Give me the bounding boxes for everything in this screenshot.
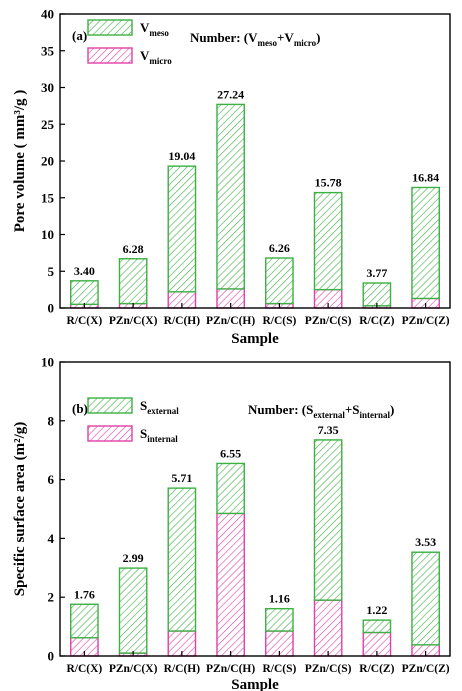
- legend-swatch-external: [87, 397, 133, 414]
- y-tick-label-5: 25: [41, 117, 55, 132]
- x-tick-label-5: PZn/C(S): [305, 663, 352, 675]
- bar-meso-1: [118, 258, 148, 305]
- x-tick-label-1: PZn/C(X): [109, 663, 158, 675]
- data-label-2: 19.04: [168, 149, 195, 163]
- legend-label-meso: Vmeso: [140, 20, 169, 38]
- panel-tag: (a): [72, 28, 87, 43]
- x-tick-label-3: PZn/C(H): [206, 315, 255, 327]
- data-label-0: 3.40: [74, 264, 95, 278]
- bar-meso-5: [313, 191, 343, 291]
- y-tick-label-8: 40: [41, 7, 54, 22]
- data-label-3: 27.24: [217, 87, 244, 101]
- y-tick-label-6: 30: [41, 80, 54, 95]
- data-label-7: 16.84: [412, 170, 439, 184]
- y-tick-label-2: 4: [48, 531, 55, 546]
- y-tick-label-0: 0: [48, 301, 55, 316]
- data-label-2: 5.71: [171, 471, 192, 485]
- legend-swatch-meso: [87, 19, 133, 36]
- y-tick-label-4: 20: [41, 154, 54, 169]
- x-tick-label-3: PZn/C(H): [206, 663, 255, 675]
- legend-swatch-micro: [87, 47, 133, 64]
- bar-external-6: [362, 619, 392, 634]
- x-axis-title: Sample: [231, 677, 279, 691]
- bar-internal-3: [216, 512, 245, 657]
- x-tick-label-2: R/C(H): [164, 663, 201, 675]
- data-label-1: 2.99: [123, 551, 144, 565]
- x-tick-label-4: R/C(S): [262, 663, 296, 675]
- y-tick-label-3: 15: [41, 190, 55, 205]
- legend-label-external: Sexternal: [140, 398, 179, 416]
- x-tick-label-0: R/C(X): [66, 663, 102, 675]
- legend-swatch-internal: [87, 425, 133, 442]
- bar-meso-4: [265, 257, 294, 305]
- bar-meso-3: [216, 103, 245, 290]
- number-note: Number: (Vmeso+Vmicro): [190, 30, 320, 48]
- bar-meso-7: [411, 186, 440, 300]
- chart-panel-a: 3.40 R/C(X) 6.28 PZn/C(X) 19.04 R/C(H) 27.24 PZ…: [12, 7, 451, 347]
- data-label-4: 6.26: [269, 241, 290, 255]
- bar-external-7: [411, 551, 440, 646]
- data-label-0: 1.76: [74, 587, 95, 601]
- bar-external-0: [70, 603, 99, 639]
- y-tick-label-5: 10: [41, 355, 54, 370]
- y-tick-label-1: 5: [48, 264, 55, 279]
- x-tick-label-5: PZn/C(S): [305, 315, 352, 327]
- bar-external-3: [216, 462, 245, 515]
- legend-label-internal: Sinternal: [140, 426, 178, 444]
- panel-tag: (b): [72, 401, 88, 416]
- y-tick-label-2: 10: [41, 227, 54, 242]
- bar-meso-6: [362, 282, 392, 307]
- data-label-6: 1.22: [366, 603, 387, 617]
- bar-internal-5: [313, 599, 343, 657]
- data-label-3: 6.55: [220, 446, 241, 460]
- number-note: Number: (Sexternal+Sinternal): [248, 402, 394, 420]
- y-tick-label-7: 35: [41, 43, 55, 58]
- data-label-4: 1.16: [269, 592, 290, 606]
- bar-meso-2: [167, 165, 197, 293]
- bar-external-4: [265, 607, 294, 632]
- bar-external-2: [167, 487, 197, 632]
- bar-meso-0: [70, 280, 99, 306]
- x-tick-label-6: R/C(Z): [359, 315, 394, 327]
- data-label-5: 7.35: [318, 423, 339, 437]
- x-tick-label-4: R/C(S): [262, 315, 296, 327]
- y-tick-label-3: 6: [48, 472, 55, 487]
- y-tick-label-4: 8: [48, 413, 55, 428]
- y-tick-label-0: 0: [48, 649, 55, 664]
- x-tick-label-1: PZn/C(X): [109, 315, 158, 327]
- plot-frame: [59, 361, 451, 657]
- legend-label-micro: Vmicro: [140, 48, 172, 66]
- bar-external-1: [118, 567, 148, 654]
- y-tick-label-1: 2: [48, 590, 55, 605]
- x-axis-title: Sample: [231, 331, 279, 347]
- data-label-1: 6.28: [123, 242, 144, 256]
- bar-external-5: [313, 439, 343, 601]
- chart-panel-b: 1.76 R/C(X) 2.99 PZn/C(X) 5.71 R/C(H) 6.55 PZn/…: [12, 355, 451, 691]
- data-label-6: 3.77: [366, 266, 387, 280]
- x-tick-label-2: R/C(H): [164, 315, 201, 327]
- data-label-5: 15.78: [315, 176, 342, 190]
- y-axis-title: Pore volume ( mm³/g ): [12, 90, 28, 233]
- x-tick-label-6: R/C(Z): [359, 663, 394, 675]
- y-axis-title: Specific surface area (m²/g): [12, 422, 28, 597]
- data-label-7: 3.53: [415, 535, 436, 549]
- x-tick-label-7: PZn/C(Z): [402, 663, 450, 675]
- x-tick-label-0: R/C(X): [66, 315, 102, 327]
- x-tick-label-7: PZn/C(Z): [402, 315, 450, 327]
